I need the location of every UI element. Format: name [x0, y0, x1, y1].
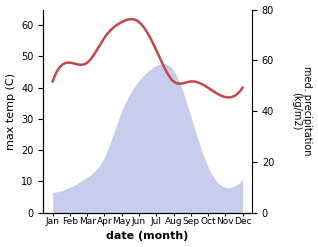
- X-axis label: date (month): date (month): [107, 231, 189, 242]
- Y-axis label: med. precipitation
(kg/m2): med. precipitation (kg/m2): [291, 66, 313, 156]
- Y-axis label: max temp (C): max temp (C): [5, 73, 16, 150]
